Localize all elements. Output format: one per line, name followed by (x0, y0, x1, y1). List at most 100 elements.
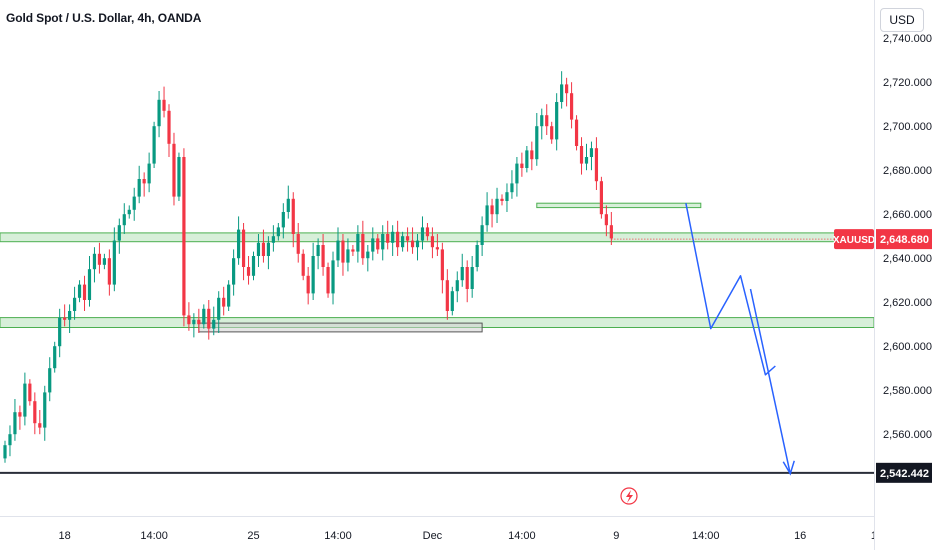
candle (3, 440, 7, 463)
candle (475, 240, 479, 272)
candle-body (346, 249, 350, 263)
projection-target-line (749, 288, 791, 474)
candle-body (127, 209, 131, 215)
candle-body (410, 240, 415, 248)
candle-body (97, 253, 102, 265)
candle-body (430, 236, 435, 248)
candle (147, 152, 151, 193)
candle (286, 185, 290, 219)
candle-body (435, 247, 439, 250)
candle (401, 231, 405, 252)
candle (162, 86, 166, 118)
price-axis-scale: 2,740.000 2,720.000 2,700.000 2,680.000 2,66… (876, 33, 932, 483)
candle (82, 275, 87, 311)
candle (500, 194, 504, 206)
candle (112, 227, 116, 292)
candle-body (232, 258, 236, 285)
candle (77, 280, 82, 303)
base-zone (198, 322, 483, 333)
candle-body (8, 434, 12, 446)
candle-body (415, 240, 420, 248)
candle-body (480, 225, 484, 245)
candle-body (122, 214, 126, 226)
candle-body (311, 256, 315, 294)
candle (197, 308, 201, 333)
candle (525, 146, 529, 173)
candle (157, 91, 161, 138)
candle (212, 306, 216, 336)
candle (420, 216, 425, 250)
price-tick-label: 2,660.000 (883, 209, 932, 221)
candle-body (162, 99, 166, 111)
price-axis[interactable]: 2,740.000 2,720.000 2,700.000 2,680.000 2,66… (874, 0, 932, 550)
candle-body (256, 242, 261, 256)
chart-title: Gold Spot / U.S. Dollar, 4h, OANDA (6, 11, 202, 25)
candle (520, 152, 524, 177)
candle-body (336, 240, 340, 261)
price-chart[interactable]: XAUUSD (0, 0, 874, 516)
candle-body (525, 150, 529, 168)
candle (167, 104, 171, 157)
candle-body (276, 227, 280, 237)
candle (58, 308, 62, 358)
candle-body (87, 269, 92, 300)
candle-body (505, 192, 509, 201)
candle (222, 286, 226, 316)
candle (266, 236, 271, 270)
candle (72, 286, 77, 320)
chart-area[interactable]: XAUUSD (0, 0, 874, 516)
candle-body (28, 383, 32, 402)
candle (376, 234, 380, 254)
candle (550, 121, 554, 144)
candle-body (207, 308, 211, 329)
candle-body (23, 383, 27, 417)
candle (569, 82, 574, 129)
candle-body (58, 317, 62, 347)
candle (137, 165, 141, 204)
candle (28, 379, 32, 406)
candle-body (92, 253, 97, 270)
candle (246, 256, 251, 285)
candle-body (500, 198, 504, 201)
candle (33, 392, 37, 435)
current-price-tag (876, 229, 932, 250)
current-price-label: 2,648.680 (880, 234, 929, 246)
projection-path (685, 203, 776, 376)
symbol-tag (834, 229, 874, 250)
candle-body (286, 198, 290, 212)
candle (331, 251, 335, 305)
candle (202, 304, 206, 329)
candle (53, 341, 57, 373)
time-tick-label: 16 (794, 530, 806, 542)
candle (107, 249, 111, 296)
candle-body (331, 260, 335, 294)
candle (440, 242, 444, 294)
candle (391, 225, 395, 256)
candle-body (366, 251, 370, 259)
candle (465, 260, 469, 303)
candle-body (261, 242, 266, 256)
candle (495, 187, 499, 223)
candle-body (565, 84, 569, 94)
candle-body (569, 93, 574, 120)
candle (326, 262, 330, 298)
candle (599, 176, 603, 219)
candle (152, 121, 156, 168)
candle (102, 253, 106, 270)
candle-body (217, 297, 221, 320)
currency-button[interactable]: USD (880, 8, 924, 32)
candle-body (535, 126, 539, 160)
projection-arrowhead (782, 460, 795, 476)
candle-body (222, 297, 226, 307)
candle-body (391, 231, 395, 243)
candle (142, 172, 146, 197)
candle-body (599, 181, 603, 215)
time-tick-label: Dec (423, 530, 443, 542)
candle (505, 183, 509, 212)
candle (560, 71, 564, 109)
candle-body (530, 150, 534, 160)
candle (396, 220, 400, 256)
candle-body (68, 311, 72, 320)
